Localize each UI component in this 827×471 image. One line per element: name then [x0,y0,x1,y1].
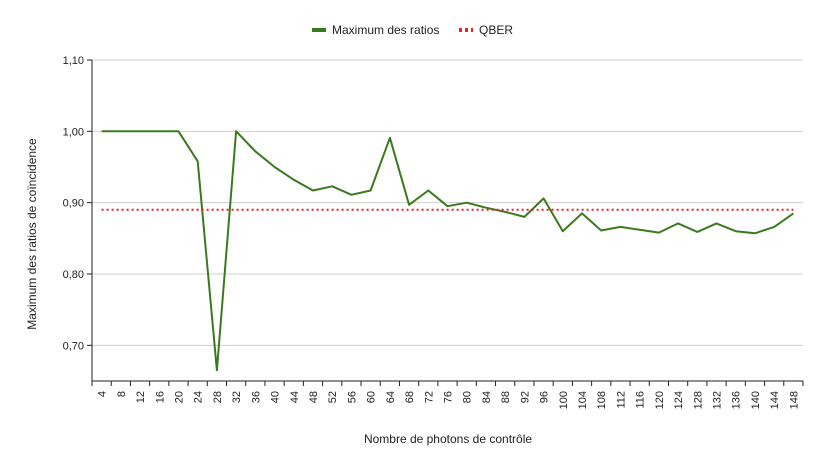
x-tick-label: 128 [692,391,704,409]
x-tick-label: 16 [154,391,166,403]
legend: Maximum des ratios QBER [312,23,513,37]
x-tick-label: 116 [635,391,647,409]
x-tick-label: 60 [366,391,378,403]
x-tick-label: 96 [539,391,551,403]
x-tick-label: 48 [308,391,320,403]
x-tick-label: 4 [97,391,109,397]
series-lines [101,130,794,372]
x-tick-label: 12 [135,391,147,403]
x-tick-label: 52 [327,391,339,403]
x-tick-label: 132 [712,391,724,409]
x-tick-label: 148 [788,391,800,409]
x-tick-label: 76 [443,391,455,403]
x-tick-label: 36 [250,391,262,403]
x-tick-label: 120 [654,391,666,409]
gridlines [92,59,803,346]
x-tick-label: 104 [577,391,589,409]
series-line-maximum-ratios [101,130,794,372]
x-tick-label: 92 [519,391,531,403]
legend-item-qber-label: QBER [479,23,513,37]
x-tick-label: 124 [673,391,685,409]
x-tick-label: 80 [462,391,474,403]
x-tick-label: 72 [423,391,435,403]
y-tick-label: 1,00 [63,126,84,138]
x-tick-label: 68 [404,391,416,403]
x-tick-label: 20 [173,391,185,403]
y-axis-title: Maximum des ratios de coïncidence [25,138,39,330]
x-tick-label: 144 [769,391,781,409]
y-tick-label: 0,70 [63,340,84,352]
x-tick-label: 64 [385,391,397,403]
y-tick-label: 0,90 [63,198,84,210]
x-axis-title: Nombre de photons de contrôle [364,432,532,446]
x-tick-label: 136 [731,391,743,409]
x-tick-label: 112 [615,391,627,409]
x-tick-label: 24 [193,391,205,403]
x-tick-label: 100 [558,391,570,409]
legend-item-maximum-ratios-label: Maximum des ratios [332,23,439,37]
y-tick-label: 0,80 [63,269,84,281]
x-tick-label: 44 [289,391,301,403]
x-tick-label: 56 [346,391,358,403]
x-tick-label: 32 [231,391,243,403]
axes: 0,700,800,901,001,104 8 12 16 20 24 28 32 36 40 44… [63,55,804,409]
x-tick-label: 140 [750,391,762,409]
x-tick-label: 84 [481,391,493,403]
y-tick-label: 1,10 [63,55,84,67]
x-tick-label: 88 [500,391,512,403]
x-tick-label: 28 [212,391,224,403]
x-tick-label: 108 [596,391,608,409]
x-tick-label: 8 [116,391,128,397]
x-tick-label: 40 [270,391,282,403]
